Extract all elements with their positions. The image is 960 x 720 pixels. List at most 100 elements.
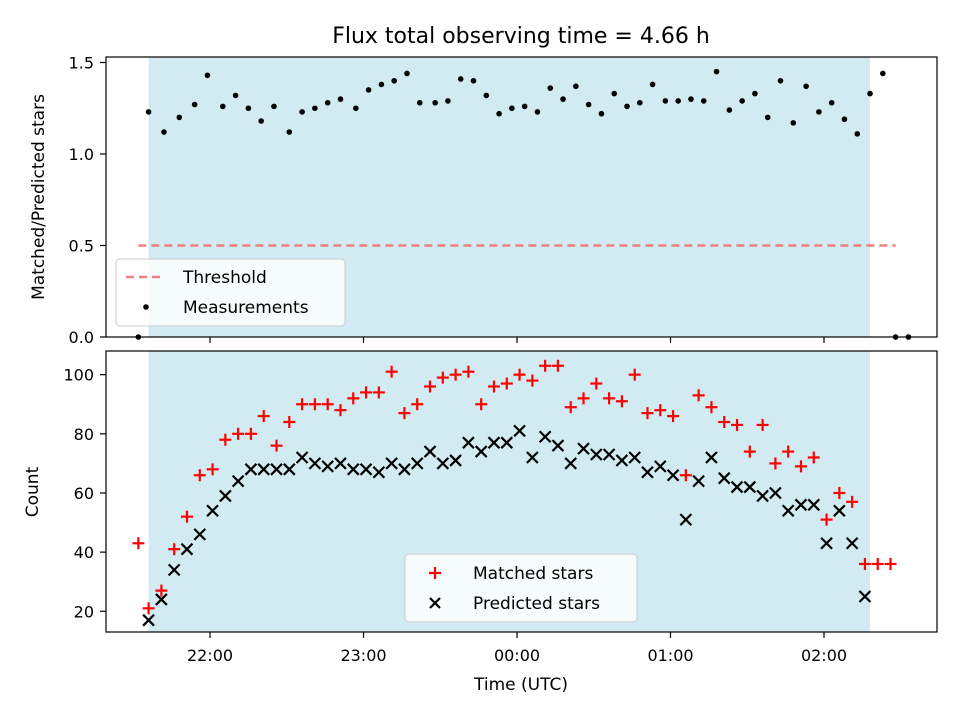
measurement-point bbox=[739, 98, 745, 104]
predicted-star-point bbox=[410, 457, 424, 470]
measurement-point bbox=[312, 105, 318, 112]
predicted-star-point bbox=[538, 430, 552, 444]
measurement-point bbox=[145, 109, 152, 115]
predicted-star-point bbox=[615, 454, 629, 467]
measurement-point bbox=[752, 90, 758, 97]
legend-measurements-label: Measurements bbox=[183, 298, 309, 318]
measurement-point bbox=[496, 110, 502, 117]
predicted-star-point bbox=[858, 590, 872, 603]
matched-star-point bbox=[360, 386, 373, 399]
matched-star-point bbox=[564, 401, 577, 414]
chart-title: Flux total observing time = 4.66 h bbox=[332, 24, 710, 49]
count-x-tick-label: 01:00 bbox=[647, 646, 693, 665]
count-legend: Matched stars Predicted stars bbox=[404, 553, 638, 623]
measurement-point bbox=[404, 70, 410, 77]
predicted-star-point bbox=[487, 436, 501, 449]
measurement-point bbox=[675, 98, 681, 104]
measurement-point bbox=[509, 105, 515, 112]
matched-star-point bbox=[270, 439, 283, 452]
count-y-tick-label: 80 bbox=[74, 425, 94, 444]
measurement-point bbox=[624, 103, 630, 110]
measurement-point bbox=[337, 96, 344, 102]
matched-star-point bbox=[232, 427, 245, 440]
count-y-axis: 20 40 60 80 100 bbox=[63, 366, 106, 621]
measurement-point bbox=[777, 77, 784, 84]
measurement-point bbox=[700, 98, 707, 104]
predicted-star-point bbox=[231, 474, 245, 488]
measurement-point bbox=[161, 129, 167, 135]
matched-star-point bbox=[334, 404, 347, 417]
predicted-star-point bbox=[449, 454, 462, 467]
measurement-point bbox=[828, 99, 835, 106]
matched-star-point bbox=[833, 486, 846, 499]
measurement-point bbox=[521, 103, 528, 110]
predicted-star-point bbox=[833, 504, 846, 518]
legend-measurements-swatch bbox=[143, 304, 149, 310]
matched-star-point bbox=[206, 463, 219, 476]
matched-star-point bbox=[731, 418, 744, 431]
predicted-star-point bbox=[270, 463, 283, 476]
matched-star-point bbox=[769, 457, 782, 470]
predicted-star-point bbox=[193, 528, 207, 541]
predicted-star-point bbox=[769, 486, 782, 500]
matched-star-point bbox=[526, 374, 539, 387]
measurement-point bbox=[176, 114, 183, 121]
count-marks bbox=[132, 359, 897, 627]
measurement-point bbox=[547, 85, 554, 91]
measurement-point bbox=[790, 120, 797, 126]
measurement-point bbox=[726, 107, 733, 113]
count-y-tick-label: 100 bbox=[63, 366, 94, 385]
measurement-point bbox=[854, 131, 861, 137]
count-x-tick-label: 22:00 bbox=[187, 646, 233, 665]
predicted-star-point bbox=[564, 457, 578, 470]
measurement-point bbox=[245, 105, 252, 112]
measurement-point bbox=[560, 96, 566, 102]
measurement-point bbox=[573, 83, 579, 90]
ratio-x-ticks bbox=[209, 337, 825, 343]
measurement-point bbox=[416, 99, 423, 106]
count-x-tick-label: 00:00 bbox=[494, 646, 540, 665]
predicted-star-point bbox=[180, 542, 194, 556]
measurement-point bbox=[470, 77, 477, 84]
predicted-star-point bbox=[474, 445, 488, 458]
matched-star-point bbox=[807, 451, 820, 464]
ratio-y-axis: 0.0 0.5 1.0 1.5 bbox=[69, 53, 106, 347]
ratio-y-tick-label: 0.0 bbox=[69, 328, 94, 347]
matched-star-point bbox=[424, 380, 437, 393]
predicted-star-point bbox=[206, 504, 219, 518]
matched-star-point bbox=[132, 537, 145, 550]
predicted-star-point bbox=[845, 536, 859, 550]
measurement-point bbox=[688, 96, 694, 102]
count-x-tick-label: 02:00 bbox=[801, 646, 847, 665]
ratio-legend-box bbox=[115, 258, 346, 327]
predicted-star-point bbox=[653, 460, 667, 473]
predicted-star-point bbox=[142, 613, 155, 627]
matched-star-point bbox=[884, 557, 897, 570]
measurement-point bbox=[391, 77, 398, 84]
predicted-star-point bbox=[577, 442, 590, 455]
predicted-star-point bbox=[423, 445, 437, 458]
measurement-point bbox=[816, 109, 822, 115]
measurement-point bbox=[353, 105, 359, 112]
matched-star-point bbox=[615, 395, 628, 408]
matched-star-point bbox=[347, 392, 360, 405]
legend-threshold-label: Threshold bbox=[182, 268, 267, 288]
predicted-star-point bbox=[385, 457, 398, 470]
matched-star-point bbox=[846, 495, 859, 508]
measurement-point bbox=[841, 116, 848, 123]
count-y-label: Count bbox=[23, 466, 43, 517]
predicted-star-point bbox=[551, 439, 565, 452]
matched-star-point bbox=[628, 368, 641, 381]
matched-star-point bbox=[679, 469, 692, 482]
matched-star-point bbox=[398, 407, 411, 420]
ratio-panel-frame bbox=[105, 56, 938, 338]
predicted-star-point bbox=[334, 457, 347, 470]
count-panel-frame bbox=[105, 350, 938, 633]
matched-star-point bbox=[705, 401, 718, 414]
count-x-axis: 22:00 23:00 00:00 01:00 02:00 bbox=[187, 632, 847, 665]
predicted-star-point bbox=[359, 463, 373, 476]
matched-star-point bbox=[871, 557, 884, 570]
measurement-point bbox=[219, 103, 226, 110]
x-axis-label: Time (UTC) bbox=[473, 675, 568, 695]
predicted-star-point bbox=[641, 465, 654, 479]
